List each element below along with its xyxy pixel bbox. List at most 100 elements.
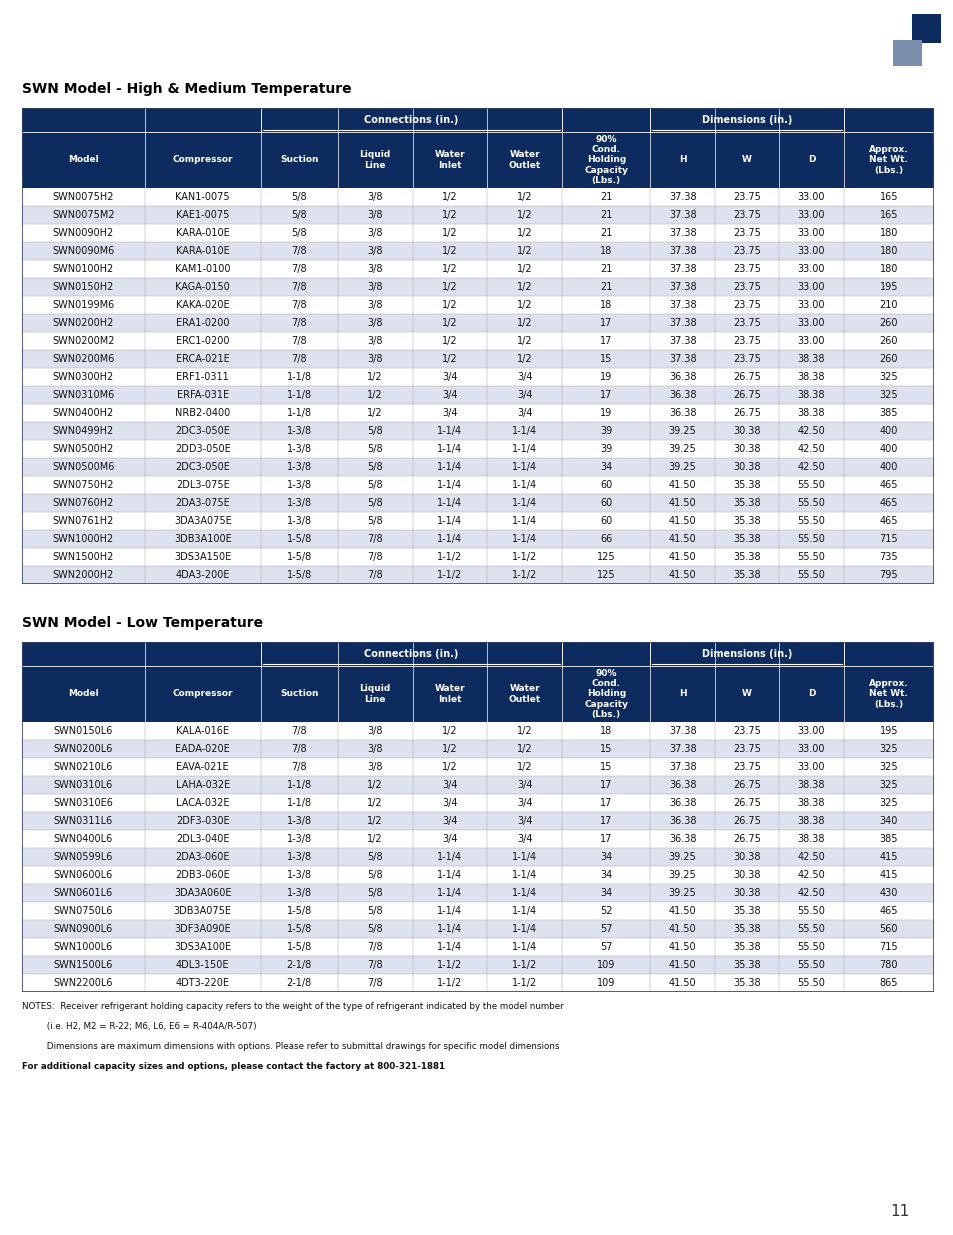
Text: 1/2: 1/2: [441, 317, 457, 329]
Text: 5/8: 5/8: [367, 480, 382, 490]
Text: 30.38: 30.38: [733, 462, 760, 472]
Text: 1-3/8: 1-3/8: [287, 462, 312, 472]
Text: 41.50: 41.50: [668, 942, 696, 952]
Text: 7/8: 7/8: [292, 726, 307, 736]
Text: 415: 415: [879, 869, 897, 881]
Text: 23.75: 23.75: [732, 282, 760, 291]
Bar: [22, 902, 933, 920]
Text: 3/8: 3/8: [367, 336, 382, 346]
Text: SWN0311L6: SWN0311L6: [53, 816, 112, 826]
Text: 36.38: 36.38: [668, 798, 696, 808]
Text: 1/2: 1/2: [517, 762, 532, 772]
Text: 26.75: 26.75: [732, 390, 760, 400]
Text: 109: 109: [597, 960, 615, 969]
Text: 7/8: 7/8: [367, 534, 382, 543]
Text: 400: 400: [879, 426, 897, 436]
Text: 1-3/8: 1-3/8: [287, 888, 312, 898]
Text: 7/8: 7/8: [292, 246, 307, 256]
Text: ERCA-021E: ERCA-021E: [175, 354, 230, 364]
Text: 780: 780: [879, 960, 897, 969]
Text: 1/2: 1/2: [517, 246, 532, 256]
Text: 15: 15: [599, 762, 612, 772]
Text: 3/4: 3/4: [517, 816, 532, 826]
Text: 1-1/4: 1-1/4: [512, 516, 537, 526]
Text: 35.38: 35.38: [733, 978, 760, 988]
Bar: [22, 107, 933, 132]
Text: 41.50: 41.50: [668, 924, 696, 934]
Text: 35.38: 35.38: [733, 552, 760, 562]
Text: 3DB3A100E: 3DB3A100E: [173, 534, 232, 543]
Text: 55.50: 55.50: [797, 516, 824, 526]
Bar: [22, 866, 933, 884]
Text: 5/8: 5/8: [292, 210, 307, 220]
Text: 125: 125: [597, 571, 615, 580]
Text: 7/8: 7/8: [292, 354, 307, 364]
Text: 21: 21: [599, 264, 612, 274]
Text: 55.50: 55.50: [797, 498, 824, 508]
Text: 30.38: 30.38: [733, 426, 760, 436]
Text: 795: 795: [879, 571, 897, 580]
Text: LACA-032E: LACA-032E: [175, 798, 230, 808]
Text: 1-5/8: 1-5/8: [287, 552, 312, 562]
Text: 36.38: 36.38: [668, 390, 696, 400]
Text: 37.38: 37.38: [668, 317, 696, 329]
Text: 36.38: 36.38: [668, 816, 696, 826]
Text: 3/4: 3/4: [517, 834, 532, 844]
Text: W: W: [741, 689, 751, 699]
Text: 34: 34: [599, 888, 612, 898]
Text: SWN0400L6: SWN0400L6: [53, 834, 112, 844]
Text: 33.00: 33.00: [797, 264, 824, 274]
Bar: [22, 440, 933, 458]
Text: SWN2000H2: SWN2000H2: [52, 571, 113, 580]
Text: 3/4: 3/4: [442, 798, 457, 808]
Text: 1/2: 1/2: [441, 264, 457, 274]
Text: 2DF3-030E: 2DF3-030E: [175, 816, 230, 826]
Text: 1-1/4: 1-1/4: [436, 906, 462, 916]
Text: 41.50: 41.50: [668, 480, 696, 490]
Text: SWN0310L6: SWN0310L6: [53, 781, 112, 790]
Text: 1-1/2: 1-1/2: [436, 571, 462, 580]
Text: 1-1/4: 1-1/4: [436, 924, 462, 934]
Text: Dimensions are maximum dimensions with options. Please refer to submittal drawin: Dimensions are maximum dimensions with o…: [22, 1042, 558, 1051]
Text: 37.38: 37.38: [668, 300, 696, 310]
Text: 7/8: 7/8: [367, 960, 382, 969]
Text: KAKA-020E: KAKA-020E: [175, 300, 230, 310]
Text: Liquid
Line: Liquid Line: [359, 151, 391, 169]
Text: 3/4: 3/4: [517, 390, 532, 400]
Text: 36.38: 36.38: [668, 408, 696, 417]
Text: 560: 560: [879, 924, 897, 934]
Text: 41.50: 41.50: [668, 571, 696, 580]
Text: 1-1/4: 1-1/4: [512, 462, 537, 472]
Text: 1/2: 1/2: [367, 781, 382, 790]
Bar: [22, 884, 933, 902]
Text: SWN Model - High & Medium Temperature: SWN Model - High & Medium Temperature: [22, 83, 352, 96]
Bar: [22, 740, 933, 758]
Text: 3/4: 3/4: [442, 390, 457, 400]
Bar: [22, 206, 933, 224]
Text: 23.75: 23.75: [732, 210, 760, 220]
Bar: [22, 776, 933, 794]
Text: 1/2: 1/2: [517, 300, 532, 310]
Text: Approx.
Net Wt.
(Lbs.): Approx. Net Wt. (Lbs.): [868, 146, 907, 174]
Text: 1-5/8: 1-5/8: [287, 942, 312, 952]
Text: 5/8: 5/8: [367, 445, 382, 454]
Text: 4DA3-200E: 4DA3-200E: [175, 571, 230, 580]
Text: 3/8: 3/8: [367, 300, 382, 310]
Text: 34: 34: [599, 869, 612, 881]
Text: 42.50: 42.50: [797, 888, 824, 898]
Text: SWN0210L6: SWN0210L6: [53, 762, 112, 772]
Text: 5/8: 5/8: [292, 191, 307, 203]
Bar: [22, 475, 933, 494]
Text: 1-3/8: 1-3/8: [287, 426, 312, 436]
Text: 55.50: 55.50: [797, 571, 824, 580]
Text: 23.75: 23.75: [732, 336, 760, 346]
Text: 39.25: 39.25: [668, 445, 696, 454]
Text: 33.00: 33.00: [797, 228, 824, 238]
Text: 7/8: 7/8: [367, 571, 382, 580]
Text: 1-1/4: 1-1/4: [436, 516, 462, 526]
Bar: [22, 722, 933, 740]
Text: 3/8: 3/8: [367, 210, 382, 220]
Text: 36.38: 36.38: [668, 834, 696, 844]
Text: 5/8: 5/8: [292, 228, 307, 238]
Text: 33.00: 33.00: [797, 191, 824, 203]
